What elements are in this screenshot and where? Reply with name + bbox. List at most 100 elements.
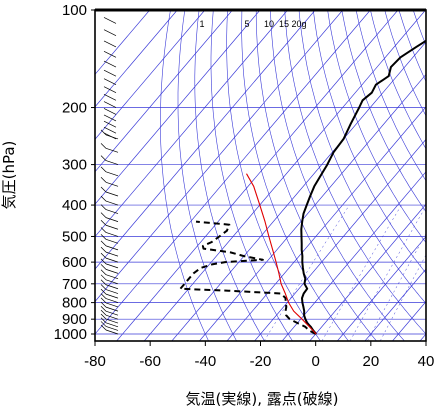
profile-series (179, 39, 426, 335)
wind-barb (103, 78, 117, 85)
wind-barb (105, 171, 119, 177)
wind-barb (105, 232, 119, 237)
isotherm-line (95, 10, 151, 75)
isotherm-line (171, 41, 426, 341)
x-tick-label: -40 (194, 353, 216, 370)
wind-barb (105, 284, 119, 290)
wind-barb (103, 69, 117, 77)
mixing-ratio-line (263, 204, 350, 341)
mixing-ratio-line (349, 205, 426, 341)
y-tick-label: 600 (62, 254, 87, 271)
x-tick-label: 20 (362, 353, 379, 370)
parcel-line (246, 173, 317, 335)
wind-barb (105, 322, 119, 328)
wind-barb-flag (100, 246, 107, 253)
wind-barb-flag (100, 293, 107, 299)
wind-barb-flag (100, 305, 107, 312)
isotherm-line (144, 10, 426, 341)
wind-barb (105, 329, 119, 335)
isotherm-line (95, 10, 233, 173)
wind-barb (105, 326, 119, 331)
wind-barb (103, 51, 117, 58)
dry-adiabat-line (341, 10, 426, 213)
wind-barb-flag (100, 220, 107, 226)
wind-barb (105, 310, 119, 316)
x-axis-title: 気温(実線), 露点(破線) (186, 390, 339, 408)
x-tick-label: 40 (418, 353, 435, 370)
y-axis-title: 気圧(hPa) (0, 141, 18, 210)
isotherm-line (337, 236, 426, 341)
isotherm-line (95, 10, 206, 140)
dry-adiabat-line (327, 10, 426, 244)
mixing-ratio-label: 20g (291, 19, 306, 29)
mixing-ratio-labels: 1 5 10 15 20g (199, 19, 306, 29)
y-tick-label: 200 (62, 100, 87, 117)
dry-adiabat-line (284, 10, 426, 335)
isotherm-line (226, 106, 426, 341)
wind-barb (105, 191, 119, 197)
wind-barb (103, 40, 117, 48)
wind-barb-flag (100, 321, 107, 327)
wind-barb (105, 318, 119, 324)
wind-barb (105, 279, 119, 285)
wind-barb-flag (100, 240, 107, 247)
dry-adiabat-line (270, 10, 405, 341)
wind-barb (103, 126, 117, 134)
wind-barb-flag (100, 258, 107, 265)
wind-barb-flag (100, 234, 107, 240)
wind-barb (105, 148, 119, 153)
wind-barb (105, 298, 119, 303)
isotherm-line (95, 10, 344, 303)
wind-barb-flag (100, 166, 107, 173)
dewpoint-line (179, 220, 317, 335)
wind-barb-flag (100, 264, 107, 270)
wind-barb (105, 238, 119, 244)
wind-barb (103, 108, 117, 115)
wind-barb-flag (100, 186, 107, 193)
wind-barb-flag (100, 324, 107, 331)
dry-adiabat-line (313, 10, 426, 274)
wind-barb (105, 302, 119, 308)
wind-barb (105, 224, 119, 230)
wind-barb-flag (100, 252, 107, 259)
x-tick-label: -20 (250, 353, 272, 370)
isotherm-line (95, 10, 371, 335)
mixing-ratio-line (321, 204, 402, 341)
wind-barb (105, 209, 119, 214)
wind-barb-flag (100, 212, 107, 218)
mixing-ratio-label: 15 (279, 19, 289, 29)
wind-barb-flag (100, 279, 107, 285)
dry-adiabat-line (255, 10, 377, 341)
wind-barb-flag (100, 204, 107, 210)
y-tick-label: 100 (62, 2, 87, 19)
wind-barb-flag (100, 309, 107, 316)
dry-adiabat-line (398, 10, 426, 83)
temperature-line (300, 39, 426, 335)
mixing-ratio-label: 10 (264, 19, 274, 29)
y-tick-label: 500 (62, 228, 87, 245)
wind-barb (105, 269, 119, 274)
wind-barb-flag (100, 129, 107, 136)
wind-barb (105, 274, 119, 280)
isotherm-line (116, 10, 399, 341)
isotherm-line (95, 10, 178, 108)
y-tick-label: 800 (62, 295, 87, 312)
wind-barb (105, 306, 119, 312)
mixing-ratio-line (367, 233, 426, 341)
wind-barb-flag (100, 297, 107, 304)
isotherm-line (95, 10, 288, 238)
dry-adiabat-line (355, 10, 426, 182)
wind-barb (105, 217, 119, 222)
isotherm-line (309, 203, 426, 341)
wind-barb-flag (100, 143, 107, 149)
wind-barb-flag (100, 288, 107, 295)
dry-adiabat-line (384, 10, 426, 117)
wind-barb (103, 114, 117, 122)
wind-barb (105, 289, 119, 294)
y-tick-label: 400 (62, 197, 87, 214)
wind-barb (103, 132, 117, 140)
wind-barb (105, 293, 119, 299)
mixing-ratio-label: 5 (244, 19, 249, 29)
